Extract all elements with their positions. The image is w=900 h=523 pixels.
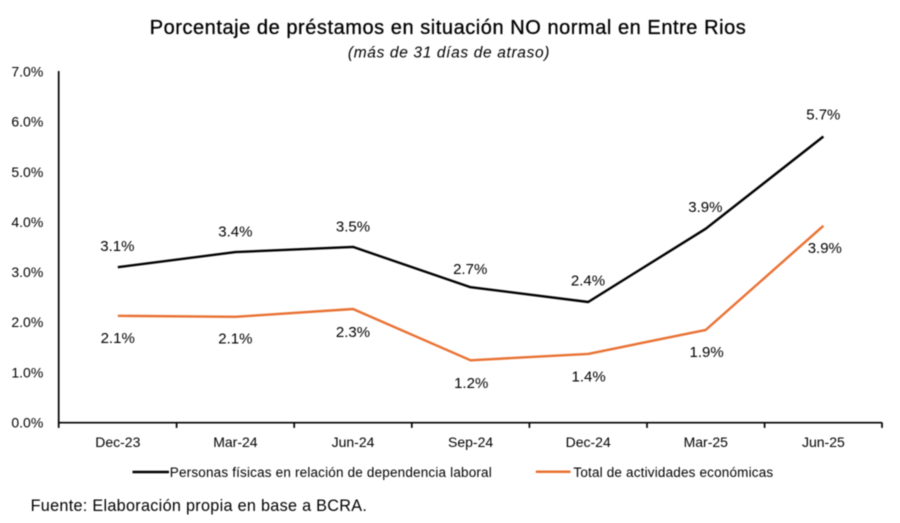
svg-text:6.0%: 6.0% (11, 114, 43, 130)
svg-text:Jun-25: Jun-25 (802, 434, 845, 450)
svg-text:Fuente: Elaboración propia en: Fuente: Elaboración propia en base a BCR… (31, 497, 368, 515)
svg-text:2.0%: 2.0% (11, 314, 43, 330)
svg-text:2.1%: 2.1% (101, 330, 135, 347)
svg-text:Mar-24: Mar-24 (213, 434, 258, 450)
svg-text:3.4%: 3.4% (218, 224, 252, 241)
svg-text:Jun-24: Jun-24 (332, 434, 375, 450)
svg-text:2.1%: 2.1% (218, 331, 252, 348)
svg-text:Dec-24: Dec-24 (566, 434, 611, 450)
svg-text:1.9%: 1.9% (689, 344, 723, 361)
svg-text:3.9%: 3.9% (688, 199, 722, 216)
svg-text:Total de actividades económica: Total de actividades económicas (573, 465, 773, 480)
svg-text:(más de 31 días de atraso): (más de 31 días de atraso) (348, 45, 550, 62)
svg-text:Mar-25: Mar-25 (684, 434, 729, 450)
svg-text:1.2%: 1.2% (454, 375, 488, 392)
svg-text:5.7%: 5.7% (806, 106, 840, 123)
svg-text:3.1%: 3.1% (100, 238, 134, 255)
svg-text:1.4%: 1.4% (571, 369, 605, 386)
svg-text:3.0%: 3.0% (11, 264, 43, 280)
svg-text:1.0%: 1.0% (11, 364, 43, 380)
svg-text:2.7%: 2.7% (453, 261, 487, 278)
svg-text:3.9%: 3.9% (808, 240, 842, 257)
svg-text:5.0%: 5.0% (11, 164, 43, 180)
svg-text:2.4%: 2.4% (571, 273, 605, 290)
svg-text:2.3%: 2.3% (336, 324, 370, 341)
svg-text:Porcentaje de préstamos en sit: Porcentaje de préstamos en situación NO … (150, 17, 747, 39)
svg-text:Dec-23: Dec-23 (95, 434, 140, 450)
svg-text:7.0%: 7.0% (11, 63, 43, 79)
svg-text:3.5%: 3.5% (336, 218, 370, 235)
svg-text:Sep-24: Sep-24 (448, 434, 493, 450)
svg-text:4.0%: 4.0% (11, 214, 43, 230)
svg-text:Personas físicas en relación d: Personas físicas en relación de dependen… (170, 465, 492, 480)
svg-text:0.0%: 0.0% (11, 415, 43, 431)
